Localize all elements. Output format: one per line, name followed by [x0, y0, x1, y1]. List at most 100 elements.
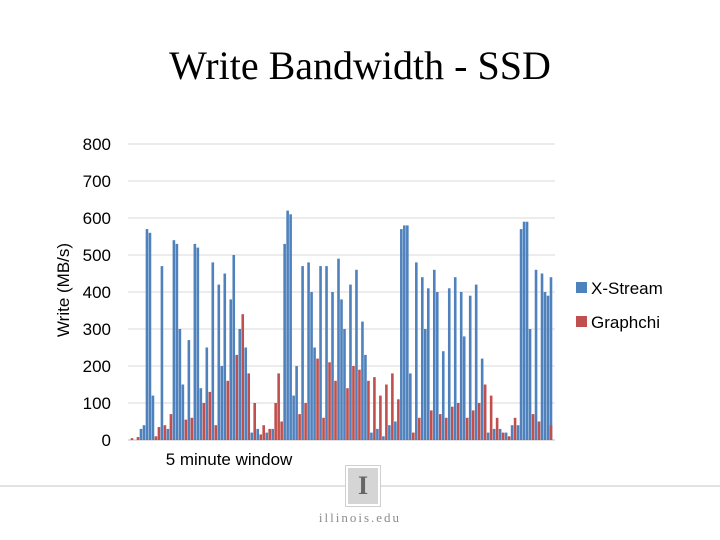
x-stream-bar	[546, 295, 550, 440]
x-stream-bar	[151, 395, 155, 440]
x-stream-bar	[160, 266, 164, 440]
x-stream-bar	[331, 292, 334, 440]
x-stream-bar	[271, 428, 274, 440]
x-stream-bar	[516, 425, 520, 440]
graphchi-bar	[154, 436, 158, 440]
graphchi-bar	[136, 437, 140, 440]
y-tick-label: 0	[102, 431, 111, 450]
y-tick-label: 400	[83, 283, 111, 302]
x-stream-bar	[256, 428, 259, 440]
graphchi-bar	[247, 373, 251, 440]
graphchi-bar	[316, 358, 319, 440]
x-stream-bar	[403, 225, 406, 440]
graphchi-bar	[429, 410, 433, 440]
graphchi-bar	[549, 425, 553, 440]
bar-chart: 0 100 200 300 400 500 600 700 800 Write (MB/s) 5…	[54, 135, 663, 469]
graphchi-bar	[262, 425, 265, 440]
x-stream-bar	[519, 229, 523, 440]
x-stream-bar	[528, 329, 532, 440]
graphchi-bar	[531, 414, 535, 440]
x-stream-bar	[480, 358, 484, 440]
graphchi-bar	[304, 403, 307, 440]
graphchi-bar	[471, 410, 475, 440]
x-stream-bar	[166, 428, 170, 440]
graphchi-bar	[280, 421, 283, 440]
x-stream-bar	[525, 221, 529, 440]
x-stream-bar	[400, 229, 403, 440]
graphchi-bar	[259, 434, 262, 440]
graphchi-bar	[513, 417, 517, 440]
graphchi-bar	[477, 403, 481, 440]
logo-letter: I	[357, 471, 369, 500]
x-stream-bar	[148, 232, 152, 440]
graphchi-bar	[397, 399, 400, 440]
graphchi-bar	[334, 380, 337, 440]
x-stream-bar	[232, 255, 236, 440]
graphchi-bar	[208, 391, 212, 440]
x-stream-bar	[447, 288, 451, 440]
y-tick-label: 500	[83, 246, 111, 265]
legend-swatch	[576, 316, 587, 327]
y-tick-label: 600	[83, 209, 111, 228]
illinois-logo: I	[346, 466, 380, 506]
graphchi-bar	[253, 403, 257, 440]
graphchi-bar	[190, 417, 194, 440]
x-stream-bar	[337, 258, 340, 440]
x-stream-bar	[424, 329, 427, 440]
x-stream-bar	[364, 354, 367, 440]
x-stream-bar	[217, 284, 221, 440]
x-stream-bar	[510, 425, 514, 440]
x-stream-bar	[468, 295, 472, 440]
x-stream-bar	[313, 347, 316, 440]
x-stream-bar	[492, 428, 496, 440]
x-stream-bar	[498, 428, 502, 440]
x-stream-bar	[486, 432, 490, 440]
graphchi-bar	[241, 314, 245, 440]
graphchi-bar	[358, 369, 361, 440]
graphchi-bar	[163, 425, 167, 440]
x-stream-bar	[406, 225, 409, 440]
y-tick-label: 300	[83, 320, 111, 339]
graphchi-bar	[130, 438, 134, 440]
graphchi-bar	[235, 354, 239, 440]
x-stream-bar	[220, 366, 224, 440]
x-stream-bar	[441, 351, 445, 440]
x-stream-bar	[205, 347, 209, 440]
x-stream-bar	[139, 428, 143, 440]
x-stream-bar	[349, 284, 352, 440]
graphchi-bar	[450, 406, 454, 440]
x-stream-bar	[301, 266, 304, 440]
graphchi-bar	[226, 380, 230, 440]
graphchi-bar	[328, 362, 331, 440]
y-tick-label: 800	[83, 135, 111, 154]
graphchi-bar	[391, 373, 394, 440]
graphchi-bar	[157, 427, 161, 440]
graphchi-bar	[438, 414, 442, 440]
x-stream-bar	[142, 425, 146, 440]
x-stream-bar	[474, 284, 478, 440]
x-stream-bar	[211, 262, 215, 440]
footer-text: illinois.edu	[318, 510, 402, 525]
graphchi-bar	[489, 395, 493, 440]
y-tick-label: 200	[83, 357, 111, 376]
slide-title: Write Bandwidth - SSD	[169, 43, 551, 88]
x-stream-bar	[549, 277, 553, 440]
x-axis-title: 5 minute window	[166, 450, 293, 469]
graphchi-bar	[202, 403, 206, 440]
legend-label: Graphchi	[591, 313, 660, 332]
graphchi-bar	[184, 419, 188, 440]
x-stream-bar	[292, 395, 295, 440]
x-stream-bar	[522, 221, 526, 440]
graphchi-bar	[277, 373, 280, 440]
x-stream-bar	[409, 373, 412, 440]
graphchi-bar	[483, 384, 487, 440]
x-stream-bar	[250, 432, 254, 440]
x-stream-bar	[432, 269, 436, 440]
graphchi-bar	[465, 417, 469, 440]
x-stream-bar	[340, 299, 343, 440]
x-stream-bar	[421, 277, 424, 440]
graphchi-bar	[367, 380, 370, 440]
x-stream-bar	[175, 243, 179, 440]
x-stream-bar	[187, 340, 191, 440]
y-axis-title: Write (MB/s)	[54, 243, 73, 337]
